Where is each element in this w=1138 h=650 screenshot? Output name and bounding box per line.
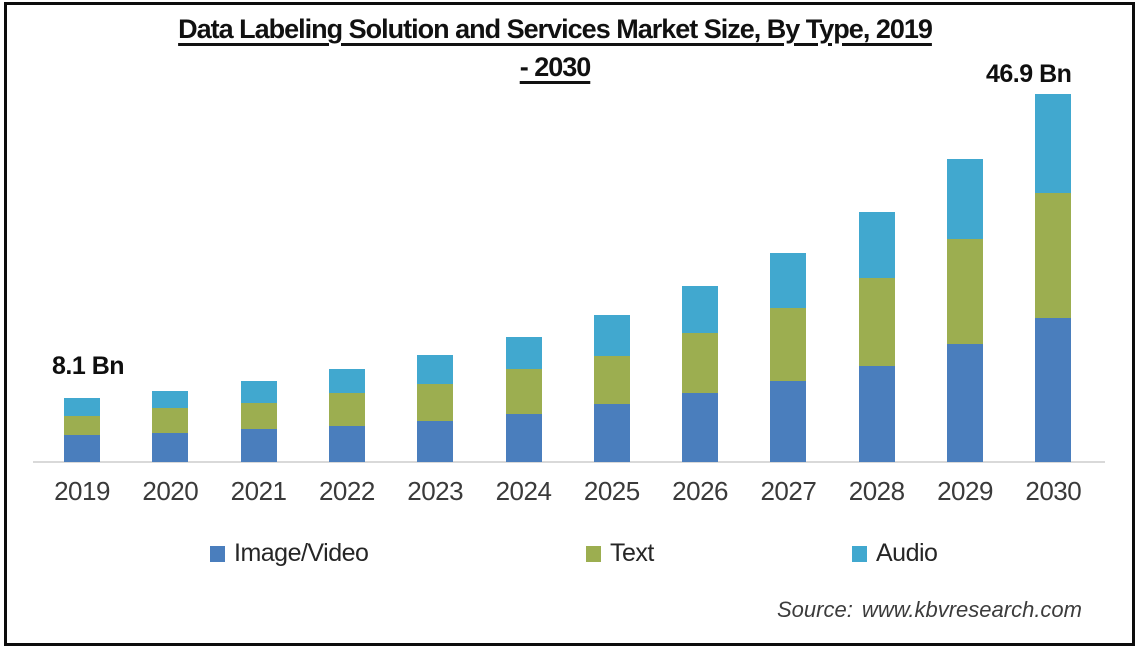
bar-segment-2025-text (593, 356, 630, 404)
last-bar-value-label: 46.9 Bn (986, 60, 1072, 88)
bar-segment-2025-image-video (593, 403, 630, 462)
bar-segment-2026-audio (682, 286, 719, 334)
bar-segment-2030-text (1035, 192, 1072, 319)
x-axis-label-2023: 2023 (407, 476, 464, 506)
legend-label: Text (610, 539, 654, 567)
bar-segment-2020-audio (152, 391, 189, 408)
x-axis-label-2027: 2027 (760, 476, 817, 506)
source-credit: Source: www.kbvresearch.com (777, 597, 1082, 622)
bar-segment-2026-image-video (682, 392, 719, 462)
bar-segment-2019-text (64, 415, 100, 435)
legend-item-text: Text (586, 539, 654, 568)
legend-label: Audio (876, 539, 938, 567)
legend-swatch-icon (210, 545, 225, 562)
bar-segment-2024-text (505, 369, 542, 415)
bar-segment-2022-text (328, 392, 365, 426)
bar-segment-2024-audio (505, 337, 542, 370)
bar-segment-2028-text (858, 278, 895, 367)
bar-segment-2029-text (947, 239, 983, 345)
legend-swatch-icon (852, 545, 867, 562)
bar-segment-2028-audio (858, 211, 895, 279)
x-axis-label-2029: 2029 (937, 476, 993, 506)
first-bar-value-label: 8.1 Bn (52, 352, 125, 380)
bar-segment-2027-image-video (770, 381, 807, 462)
legend-label: Image/Video (234, 539, 369, 567)
x-axis-label-2021: 2021 (230, 476, 287, 506)
bar-segment-2023-audio (417, 355, 454, 384)
x-axis-label-2024: 2024 (495, 476, 552, 506)
bar-segment-2024-image-video (505, 414, 542, 462)
bar-segment-2025-audio (593, 315, 630, 357)
chart-title-line1: Data Labeling Solution and Services Mark… (178, 14, 933, 44)
bar-segment-2022-audio (328, 368, 365, 393)
x-axis-label-2026: 2026 (672, 476, 729, 506)
x-axis-label-2025: 2025 (583, 476, 640, 506)
x-axis-baseline (33, 461, 1105, 463)
legend-swatch-icon (586, 545, 601, 562)
x-axis-label-2020: 2020 (142, 476, 199, 506)
bar-segment-2021-text (240, 403, 277, 430)
x-axis-label-2030: 2030 (1025, 476, 1082, 506)
bar-segment-2023-text (417, 383, 454, 422)
bar-segment-2020-text (152, 407, 189, 433)
bar-segment-2023-image-video (417, 421, 454, 462)
bar-segment-2019-image-video (64, 434, 100, 462)
bar-segment-2027-audio (770, 253, 807, 309)
bar-segment-2029-image-video (947, 344, 983, 462)
bar-segment-2019-audio (64, 398, 100, 416)
bar-segment-2021-audio (240, 381, 277, 404)
bar-segment-2030-image-video (1035, 318, 1072, 462)
legend-item-audio: Audio (852, 539, 938, 568)
bar-segment-2022-image-video (328, 425, 365, 462)
bar-segment-2026-text (682, 333, 719, 393)
chart-title: Data Labeling Solution and Services Mark… (40, 10, 1070, 86)
bar-segment-2029-audio (947, 159, 983, 240)
bar-segment-2030-audio (1035, 93, 1072, 193)
legend-item-image-video: Image/Video (210, 539, 369, 568)
bar-segment-2021-image-video (240, 429, 277, 462)
bar-segment-2020-image-video (152, 432, 189, 462)
bar-segment-2027-text (770, 308, 807, 382)
x-axis-label-2028: 2028 (848, 476, 905, 506)
bar-segment-2028-image-video (858, 366, 895, 462)
x-axis-label-2022: 2022 (318, 476, 375, 506)
chart-title-line2: - 2030 (519, 52, 592, 82)
x-axis-label-2019: 2019 (54, 476, 110, 506)
